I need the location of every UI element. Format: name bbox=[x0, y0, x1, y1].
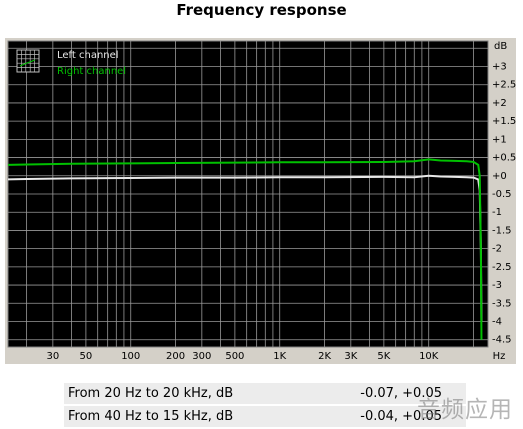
y-tick-label: +3 bbox=[492, 62, 507, 73]
x-tick-label: 1K bbox=[273, 351, 286, 362]
y-tick-label: -3 bbox=[492, 280, 502, 291]
y-tick-label: +2.5 bbox=[492, 80, 516, 91]
y-tick-label: +0.5 bbox=[492, 153, 516, 164]
chart-frame: 30 50 100 200 300 500 1K 2K 3K 5K 10K Hz +3 +2.5 +2 +1.… bbox=[5, 38, 516, 364]
x-tick-label: 50 bbox=[80, 351, 93, 362]
x-axis-label: Hz bbox=[493, 351, 506, 362]
series-line bbox=[7, 158, 483, 340]
x-tick-label: 5K bbox=[377, 351, 390, 362]
legend-grid-icon bbox=[16, 49, 40, 73]
summary-label: From 20 Hz to 20 kHz, dB bbox=[68, 386, 234, 401]
legend-grid-icon-curve bbox=[19, 59, 36, 67]
chart-title: Frequency response bbox=[176, 1, 347, 19]
x-tick-label: 10K bbox=[419, 351, 439, 362]
y-tick-label: -0.5 bbox=[492, 189, 512, 200]
y-tick-label: -3.5 bbox=[492, 298, 512, 309]
y-tick-label: -2 bbox=[492, 244, 502, 255]
y-axis-label: dB bbox=[494, 41, 507, 52]
x-tick-label: 300 bbox=[192, 351, 211, 362]
watermark-logo: 音频应用 bbox=[417, 397, 513, 423]
x-tick-label: 100 bbox=[121, 351, 140, 362]
y-tick-label: +1.5 bbox=[492, 116, 516, 127]
y-tick-label: -1.5 bbox=[492, 225, 512, 236]
y-tick-label: +1 bbox=[492, 134, 507, 145]
legend-entry: Right channel bbox=[57, 66, 126, 77]
summary-row: From 20 Hz to 20 kHz, dB -0.07, +0.05 bbox=[64, 383, 466, 404]
x-tick-label: 200 bbox=[166, 351, 185, 362]
x-tick-label: 3K bbox=[344, 351, 357, 362]
summary-table: From 20 Hz to 20 kHz, dB -0.07, +0.05 Fr… bbox=[64, 383, 466, 429]
x-tick-label: 30 bbox=[46, 351, 59, 362]
series-line bbox=[7, 174, 483, 322]
summary-label: From 40 Hz to 15 kHz, dB bbox=[68, 409, 234, 424]
x-tick-label: 2K bbox=[318, 351, 331, 362]
y-tick-label: -1 bbox=[492, 207, 502, 218]
summary-value: -0.04, +0.05 bbox=[360, 409, 442, 424]
y-tick-label: +2 bbox=[492, 98, 507, 109]
frequency-response-chart: 30 50 100 200 300 500 1K 2K 3K 5K 10K Hz +3 +2.5 +2 +1.… bbox=[7, 40, 516, 362]
summary-value: -0.07, +0.05 bbox=[360, 386, 442, 401]
y-tick-label: -4 bbox=[492, 317, 502, 328]
y-tick-label: -2.5 bbox=[492, 262, 512, 273]
legend-entry: Left channel bbox=[57, 50, 119, 61]
y-tick-label: -4.5 bbox=[492, 335, 512, 346]
y-tick-label: +0 bbox=[492, 171, 507, 182]
x-tick-label: 500 bbox=[225, 351, 244, 362]
summary-row: From 40 Hz to 15 kHz, dB -0.04, +0.05 bbox=[64, 406, 466, 427]
